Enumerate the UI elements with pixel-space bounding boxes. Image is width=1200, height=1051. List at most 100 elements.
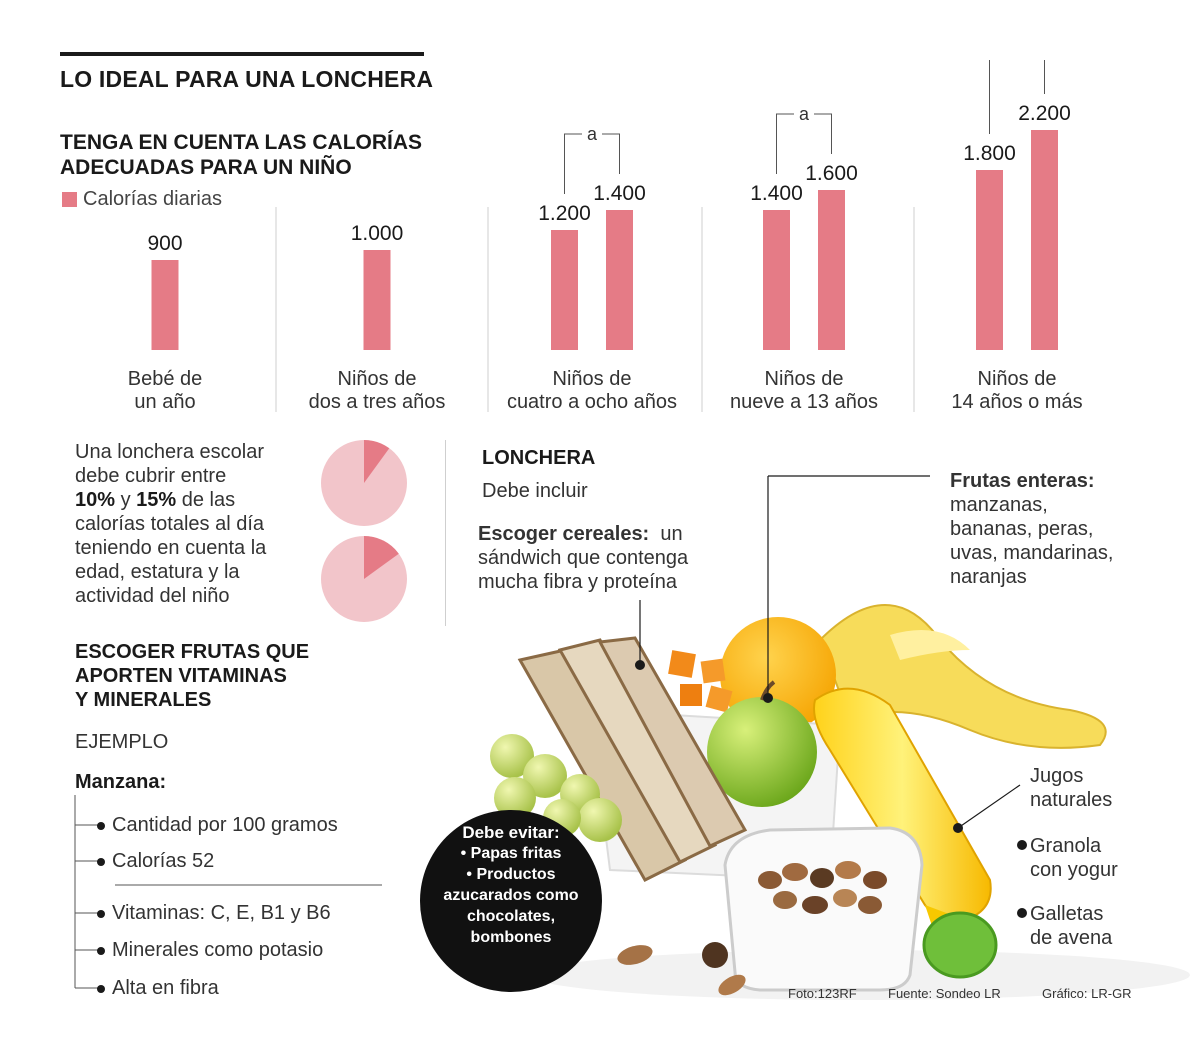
cereals-text: Escoger cereales: un sándwich que conten…	[478, 523, 689, 593]
list-item: Calorías 52	[97, 850, 214, 873]
category-label-line2: 14 años o más	[951, 391, 1083, 413]
bar	[763, 210, 790, 350]
pie-text-line6: edad, estatura y la	[75, 561, 240, 583]
chart-title: TENGA EN CUENTA LAS CALORÍAS ADECUADAS P…	[60, 130, 480, 180]
pie-slice	[364, 536, 399, 579]
chart-title-line1: TENGA EN CUENTA LAS CALORÍAS	[60, 131, 423, 154]
example-tree-lines	[74, 795, 382, 989]
pie-text-line2: debe cubrir entre	[75, 465, 227, 487]
pie-text-line4: calorías totales al día	[75, 513, 264, 535]
bar-value-label: 1.800	[963, 142, 1016, 165]
bar	[606, 210, 633, 350]
range-bracket	[989, 60, 1045, 134]
range-connector-label: a	[1012, 60, 1023, 64]
pie-text-line1: Una lonchera escolar	[75, 441, 264, 463]
chart-title-line2: ADECUADAS PARA UN NIÑO	[60, 156, 352, 179]
category-label-line2: un año	[134, 391, 196, 413]
lunchbox-photo	[490, 604, 1190, 1000]
lonchera-subtitle: Debe incluir	[482, 480, 588, 502]
legend-label: Calorías diarias	[83, 188, 222, 210]
grapes-icon	[490, 734, 622, 842]
bar	[363, 250, 391, 350]
bar	[151, 260, 179, 350]
category-label: Bebé de un año	[60, 368, 270, 414]
pie-pct-1: 10%	[75, 489, 116, 511]
category-label-line1: Niños de	[764, 368, 844, 390]
range-bracket	[776, 113, 832, 174]
pie-text-line5: teniendo en cuenta la	[75, 537, 267, 559]
juice-text: Jugos naturales	[1030, 765, 1113, 811]
category-label-line2: cuatro a ocho años	[506, 391, 678, 413]
apple-stem-icon	[760, 680, 776, 701]
avoid-item-2-line2: azucarados como	[443, 887, 579, 904]
bullet-icon	[97, 909, 105, 918]
hazelnut-icon	[702, 942, 728, 968]
pie-description: Una lonchera escolar debe cubrir entre 1…	[75, 440, 325, 608]
bar-value-label: 1.400	[750, 182, 803, 205]
list-item: Minerales como potasio	[97, 939, 323, 962]
chart-legend: Calorías diarias	[62, 188, 222, 211]
legend-swatch	[62, 192, 77, 207]
category-label: Niños de dos a tres años	[272, 368, 482, 414]
pie-and: y	[120, 489, 131, 511]
category-label-line1: Niños de	[977, 368, 1057, 390]
fruits-title-line2: APORTEN VITAMINAS	[75, 665, 287, 687]
category-label-line2: dos a tres años	[308, 391, 446, 413]
fruits-title-line1: ESCOGER FRUTAS QUE	[75, 641, 310, 663]
bullet-icon	[97, 984, 105, 993]
granola-text: Granola con yogur	[1030, 835, 1118, 881]
cookies-text: Galletas de avena	[1030, 903, 1113, 949]
photo-credit: Foto:123RF	[788, 986, 857, 1001]
pie-text-line3-rest: de las	[181, 489, 236, 511]
pie-text-line3: 10% y 15% de las	[75, 488, 325, 512]
bar-value-label: 900	[147, 232, 182, 255]
avoid-item-2-line3: chocolates,	[466, 908, 556, 925]
bar-value-label: 1.600	[805, 162, 858, 185]
cereals-bold: Escoger cereales:	[478, 523, 650, 545]
bar-value-label: 1.200	[538, 202, 591, 225]
bullet-icon	[97, 857, 105, 866]
category-label: Niños de nueve a 13 años	[699, 368, 909, 414]
avoid-badge: Debe evitar: • Papas fritas • Productos …	[420, 810, 602, 992]
avoid-title: Debe evitar:	[462, 823, 560, 842]
category-label: Niños de 14 años o más	[912, 368, 1122, 414]
example-label: EJEMPLO	[75, 731, 169, 753]
bar	[818, 190, 845, 350]
banana-peel-icon	[890, 630, 970, 660]
fruits-section-title: ESCOGER FRUTAS QUE APORTEN VITAMINAS Y M…	[75, 640, 309, 712]
main-title: LO IDEAL PARA UNA LONCHERA	[60, 66, 434, 92]
category-label-line1: Niños de	[337, 368, 417, 390]
carrot-cube-icon	[668, 650, 696, 678]
bar-value-label: 2.200	[1018, 102, 1071, 125]
category-label-line2: nueve a 13 años	[730, 391, 878, 413]
apple-icon	[707, 697, 817, 807]
avoid-item-1: • Papas fritas	[460, 845, 562, 862]
almond-icon	[617, 945, 653, 965]
lonchera-title: LONCHERA	[482, 447, 596, 469]
bar-value-label: 1.400	[593, 182, 646, 205]
category-label-line1: Niños de	[552, 368, 632, 390]
source-credit: Fuente: Sondeo LR	[888, 986, 1001, 1001]
carrot-cube-icon	[680, 684, 702, 706]
list-item: Cantidad por 100 gramos	[97, 814, 338, 837]
graphic-credit: Gráfico: LR-GR	[1042, 986, 1132, 1001]
range-connector-label: a	[799, 104, 810, 124]
nuts-container-icon	[723, 826, 924, 992]
bar	[1031, 130, 1058, 350]
section-divider	[445, 440, 446, 626]
bullet-icon	[97, 946, 105, 955]
sandwich-icon	[517, 636, 748, 882]
avoid-item-2-line4: bombones	[470, 929, 552, 946]
fruit-name: Manzana:	[75, 771, 167, 793]
range-bracket	[564, 133, 620, 194]
bar	[551, 230, 578, 350]
list-item: Vitaminas: C, E, B1 y B6	[97, 902, 331, 925]
pie-text-line7: actividad del niño	[75, 585, 230, 607]
carrot-cube-icon	[700, 658, 726, 684]
banana-icon	[818, 604, 1107, 749]
calories-bar-chart: 900 1.0001.2001.400a1.4001.600a1.8002.200…	[147, 60, 1071, 412]
bar-value-label: 1.000	[351, 222, 404, 245]
juice-bottle-icon	[813, 687, 998, 979]
category-label: Niños de cuatro a ocho años	[487, 368, 697, 414]
